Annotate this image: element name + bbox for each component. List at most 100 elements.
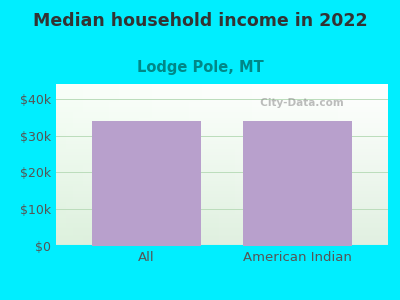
Bar bbox=[56, 124, 388, 126]
Bar bbox=[56, 212, 388, 214]
Bar bbox=[56, 180, 388, 181]
Bar bbox=[56, 209, 388, 210]
Bar bbox=[56, 188, 388, 189]
Bar bbox=[126, 84, 129, 246]
Bar bbox=[209, 84, 212, 246]
Bar bbox=[186, 84, 189, 246]
Bar bbox=[172, 84, 176, 246]
Bar bbox=[56, 173, 388, 175]
Bar bbox=[56, 139, 388, 141]
Bar bbox=[338, 84, 342, 246]
Bar bbox=[56, 225, 388, 226]
Bar bbox=[56, 214, 388, 215]
Bar bbox=[56, 112, 388, 113]
Bar bbox=[378, 84, 381, 246]
Bar bbox=[312, 84, 315, 246]
Bar bbox=[235, 84, 238, 246]
Bar bbox=[56, 158, 388, 160]
Bar bbox=[76, 84, 79, 246]
Bar bbox=[56, 157, 388, 158]
Bar bbox=[238, 84, 242, 246]
Bar bbox=[106, 84, 109, 246]
Bar bbox=[56, 136, 388, 137]
Bar bbox=[56, 142, 388, 144]
Bar bbox=[56, 230, 388, 231]
Bar bbox=[255, 84, 258, 246]
Bar bbox=[56, 207, 388, 209]
Bar bbox=[56, 241, 388, 243]
Bar bbox=[285, 84, 288, 246]
Bar bbox=[56, 137, 388, 139]
Bar bbox=[56, 147, 388, 149]
Bar bbox=[132, 84, 136, 246]
Bar bbox=[56, 210, 388, 212]
Bar bbox=[56, 178, 388, 180]
Bar bbox=[232, 84, 235, 246]
Bar bbox=[56, 103, 388, 105]
Bar bbox=[92, 84, 96, 246]
Bar bbox=[56, 91, 388, 92]
Bar bbox=[56, 196, 388, 197]
Bar bbox=[112, 84, 116, 246]
Bar bbox=[56, 218, 388, 220]
Bar bbox=[69, 84, 73, 246]
Bar bbox=[56, 129, 388, 131]
Bar bbox=[56, 175, 388, 176]
Bar bbox=[56, 97, 388, 99]
Bar bbox=[56, 236, 388, 238]
Bar bbox=[381, 84, 385, 246]
Bar bbox=[56, 194, 388, 196]
Bar bbox=[215, 84, 219, 246]
Bar bbox=[56, 105, 388, 107]
Bar bbox=[56, 141, 388, 142]
Bar bbox=[56, 202, 388, 204]
Bar bbox=[325, 84, 328, 246]
Bar bbox=[56, 201, 388, 202]
Bar bbox=[56, 94, 388, 95]
Bar bbox=[56, 184, 388, 186]
Bar bbox=[182, 84, 186, 246]
Bar bbox=[179, 84, 182, 246]
Bar bbox=[56, 191, 388, 193]
Bar bbox=[258, 84, 262, 246]
Bar bbox=[96, 84, 99, 246]
Bar bbox=[56, 220, 388, 222]
Bar bbox=[212, 84, 215, 246]
Bar bbox=[219, 84, 222, 246]
Bar bbox=[322, 84, 325, 246]
Bar bbox=[56, 189, 388, 191]
Bar bbox=[245, 84, 248, 246]
Bar bbox=[56, 152, 388, 154]
Bar bbox=[56, 107, 388, 108]
Bar bbox=[146, 84, 149, 246]
Bar bbox=[159, 84, 162, 246]
Bar bbox=[109, 84, 112, 246]
Bar bbox=[298, 84, 302, 246]
Bar bbox=[56, 176, 388, 178]
Bar bbox=[166, 84, 169, 246]
Bar bbox=[99, 84, 102, 246]
Bar bbox=[206, 84, 209, 246]
Bar bbox=[358, 84, 362, 246]
Bar bbox=[199, 84, 202, 246]
Bar bbox=[169, 84, 172, 246]
Bar bbox=[202, 84, 206, 246]
Bar bbox=[162, 84, 166, 246]
Bar bbox=[63, 84, 66, 246]
Bar bbox=[56, 204, 388, 206]
Bar bbox=[56, 181, 388, 183]
Bar bbox=[345, 84, 348, 246]
Bar bbox=[196, 84, 199, 246]
Bar bbox=[56, 146, 388, 147]
Bar bbox=[362, 84, 365, 246]
Bar bbox=[371, 84, 375, 246]
Bar bbox=[56, 99, 388, 100]
Bar bbox=[56, 118, 388, 120]
Bar bbox=[92, 121, 201, 246]
Bar bbox=[66, 84, 69, 246]
Bar bbox=[56, 120, 388, 121]
Bar bbox=[243, 121, 352, 246]
Bar bbox=[56, 150, 388, 152]
Bar bbox=[56, 115, 388, 116]
Bar bbox=[56, 92, 388, 94]
